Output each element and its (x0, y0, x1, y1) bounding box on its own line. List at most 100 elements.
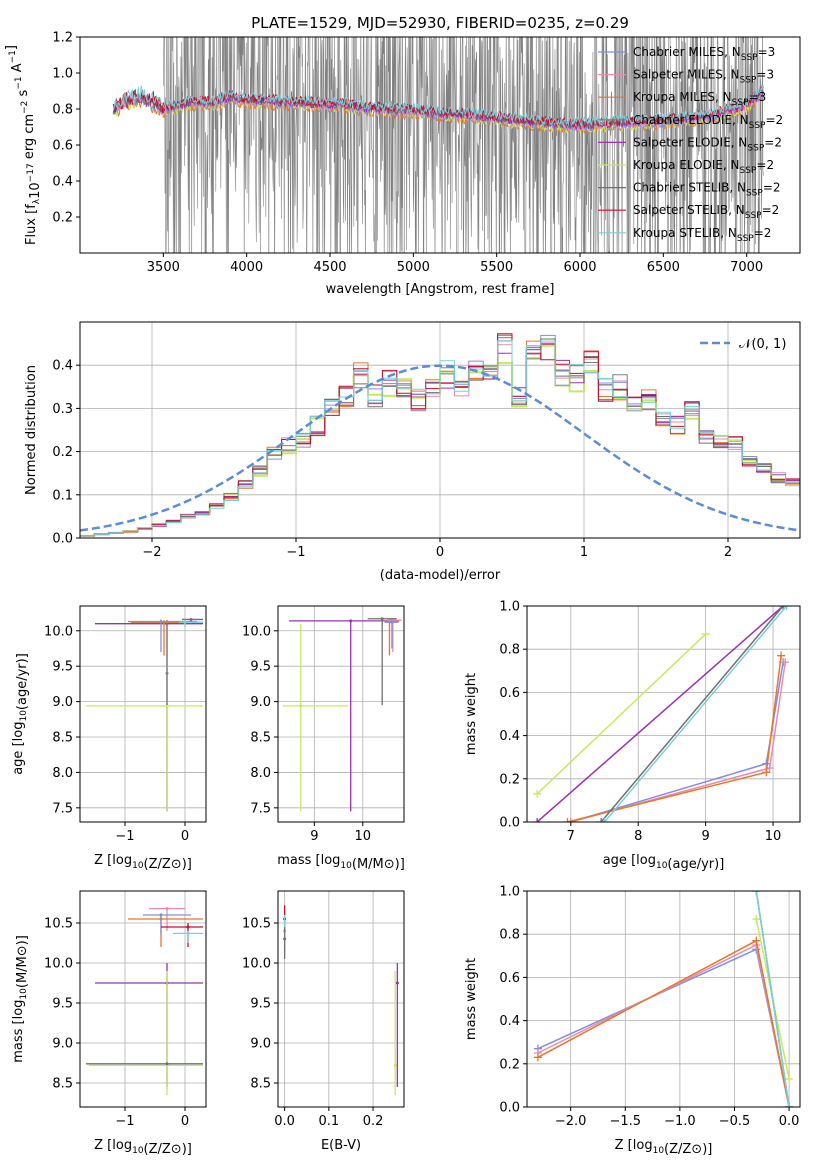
panel-residuals: 𝒩(0, 1) −2 −1 0 1 2 0.0 0.1 0.2 0.3 0.4 (data-model… (24, 321, 801, 583)
x-tick-label: 9 (701, 829, 709, 844)
y-tick-label: 7.5 (250, 801, 271, 816)
x-axis-label: Z [log10(Z/Z⊙)] (94, 853, 192, 872)
x-tick-label: 0.2 (363, 1114, 384, 1129)
panel-weight_vs_Z: −2.0 −1.5 −1.0 −0.5 0.0 0.0 0.2 0.4 0.6 0.8 1.0 Z [… (464, 885, 801, 1157)
y-tick-label: 9.0 (250, 695, 271, 710)
x-tick-label: 4000 (230, 260, 263, 275)
y-tick-label: 8.5 (52, 1077, 73, 1092)
x-tick-label: 8 (634, 829, 642, 844)
x-tick-label: 0.0 (274, 1114, 295, 1129)
plot-area-weight_vs_Z (533, 891, 794, 1107)
plot-area-mass_vs_EBV (283, 905, 399, 1095)
y-tick-label: 0.2 (499, 1057, 520, 1072)
legend-label: Kroupa ELODIE, NSSP=2 (633, 158, 774, 176)
data-point (393, 1063, 397, 1067)
plus-marker (752, 891, 761, 895)
x-axis-label: Z [log10(Z/Z⊙)] (615, 1138, 713, 1157)
gaussian-curve (80, 364, 800, 532)
axes-frame (277, 890, 405, 1108)
plus-marker (563, 818, 572, 822)
x-tick-label: 5500 (480, 260, 513, 275)
y-tick-label: 0.0 (499, 816, 520, 831)
y-tick-label: 9.0 (52, 695, 73, 710)
y-tick-label: 10.0 (44, 957, 73, 972)
y-tick-label: 10.0 (242, 957, 271, 972)
x-axis-label: wavelength [Angstrom, rest frame] (326, 282, 555, 297)
plot-area-spectrum (112, 37, 764, 253)
y-tick-label: 0.6 (52, 139, 73, 154)
legend-label: Chabrier MILES, NSSP=3 (633, 45, 775, 63)
x-tick-label: −1 (115, 1114, 134, 1129)
data-point (165, 907, 169, 911)
y-tick-label: 0.1 (52, 488, 73, 503)
panel-weight_vs_age: 7 8 9 10 0.0 0.2 0.4 0.6 0.8 1.0 age [log10(age/yr… (464, 600, 801, 872)
plus-marker (566, 818, 575, 822)
x-tick-label: 0 (436, 545, 444, 560)
legend-label: Kroupa MILES, NSSP=3 (633, 90, 766, 108)
x-axis-label: (data-model)/error (380, 568, 501, 583)
y-tick-label: 1.2 (52, 31, 73, 46)
plus-marker (701, 630, 710, 639)
data-point (395, 981, 399, 985)
x-tick-label: 4500 (313, 260, 346, 275)
x-axis-label: E(B-V) (321, 1138, 361, 1153)
x-tick-label: 3500 (147, 260, 180, 275)
histogram-step-kroupa_stelib (80, 340, 800, 537)
axes-frame (79, 890, 207, 1108)
data-point (186, 931, 190, 935)
axes-frame (526, 605, 801, 823)
series-line (755, 891, 790, 1107)
y-tick-label: 8.0 (250, 766, 271, 781)
x-tick-label: −0.5 (719, 1114, 751, 1129)
y-tick-label: 0.0 (52, 532, 73, 547)
y-tick-label: 10.0 (44, 624, 73, 639)
model-line-kroupa_stelib (112, 84, 764, 129)
plus-marker (781, 658, 790, 667)
x-tick-label: 0 (181, 829, 189, 844)
y-tick-label: 9.0 (52, 1037, 73, 1052)
y-tick-label: 9.0 (250, 1037, 271, 1052)
plot-area-mass_vs_Z (86, 907, 203, 1095)
legend-label: Chabrier STELIB, NSSP=2 (633, 181, 781, 199)
plus-marker (533, 1053, 542, 1062)
y-axis-label: Flux [fλ10−17 erg cm−2 s−1 A−1] (4, 45, 43, 245)
data-point (165, 704, 169, 708)
y-tick-label: 9.5 (52, 660, 73, 675)
data-point (380, 617, 384, 621)
panel-mass_vs_EBV: 0.0 0.1 0.2 8.5 9.0 9.5 10.0 10.5 E(B-V) (242, 890, 405, 1153)
x-axis-label: Z [log10(Z/Z⊙)] (94, 1138, 192, 1157)
y-tick-label: 9.5 (250, 660, 271, 675)
y-tick-label: 8.5 (250, 731, 271, 746)
data-point (189, 617, 193, 621)
y-tick-label: 0.8 (499, 643, 520, 658)
data-point (390, 620, 394, 624)
series-line (537, 939, 790, 1107)
model-line-chabrier_stelib (112, 86, 764, 130)
legend-label: Chabrier ELODIE, NSSP=2 (633, 113, 783, 131)
y-tick-label: 1.0 (499, 885, 520, 900)
plus-marker (779, 606, 788, 610)
y-tick-label: 1.0 (52, 67, 73, 82)
series-line (536, 633, 707, 795)
series-line (537, 943, 790, 1107)
y-tick-label: 0.4 (52, 359, 73, 374)
data-spectrum-line (163, 37, 764, 253)
data-point (299, 704, 303, 708)
y-axis-label: mass weight (464, 673, 479, 755)
data-point (283, 937, 287, 941)
plus-marker (785, 1103, 794, 1107)
plot-area-weight_vs_age (533, 606, 791, 822)
y-tick-label: 0.4 (52, 175, 73, 190)
legend-label: Kroupa STELIB, NSSP=2 (633, 226, 771, 244)
x-tick-label: 2 (724, 545, 732, 560)
x-tick-label: 7 (567, 829, 575, 844)
series-line (570, 662, 784, 822)
x-tick-label: 1 (580, 545, 588, 560)
x-tick-label: −1 (115, 829, 134, 844)
y-axis-label: age [log10(age/yr)] (11, 653, 30, 775)
y-tick-label: 7.5 (52, 801, 73, 816)
x-tick-label: 0.0 (779, 1114, 800, 1129)
x-tick-label: 0 (181, 1114, 189, 1129)
panel-age_vs_mass: 9 10 7.5 8.0 8.5 9.0 9.5 10.0 mass [log10(M/M⊙)] (242, 605, 405, 872)
y-tick-label: 10.5 (242, 917, 271, 932)
